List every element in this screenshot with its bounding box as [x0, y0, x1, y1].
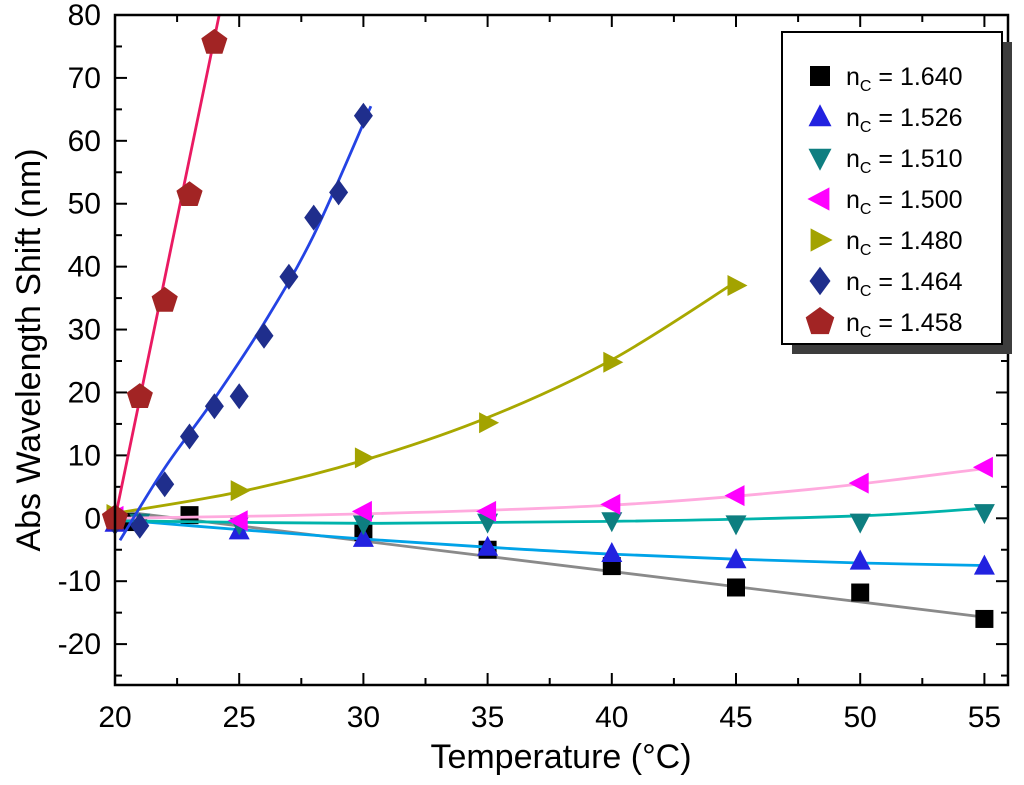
y-tick-label: -10: [58, 565, 101, 598]
series-nc-1.480: [106, 275, 748, 525]
data-point: [727, 578, 746, 597]
y-tick-label: 40: [68, 251, 101, 284]
legend-marker: [809, 266, 831, 296]
series-nc-1.464: [105, 102, 373, 542]
data-point: [727, 275, 748, 296]
y-axis-title: Abs Wavelength Shift (nm): [10, 148, 48, 551]
legend: nC = 1.640 nC = 1.526 nC = 1.510 nC = 1.500…: [781, 31, 1012, 354]
legend-item-nc-1.458: nC = 1.458: [805, 307, 963, 341]
data-point: [601, 512, 623, 533]
legend-item-nc-1.526: nC = 1.526: [808, 104, 963, 136]
data-point: [227, 510, 248, 532]
y-tick-label: 30: [68, 314, 101, 347]
y-tick-label: 20: [68, 376, 101, 409]
legend-label: nC = 1.458: [846, 309, 963, 341]
data-point: [479, 412, 500, 434]
plot-area: 20 25 30 35 40 45 50 55 -20 -10 0 10 20 30 40 50 60 70 80 n…: [58, 0, 1012, 734]
data-point: [851, 583, 870, 602]
data-point: [354, 447, 375, 469]
data-point: [973, 504, 995, 525]
x-tick-label: 50: [844, 701, 877, 734]
y-tick-label: -20: [58, 628, 101, 661]
y-tick-label: 50: [68, 188, 101, 221]
data-point: [180, 506, 199, 525]
data-point: [351, 500, 372, 522]
data-point: [476, 500, 497, 522]
data-point: [725, 548, 747, 569]
data-point: [151, 286, 178, 312]
fit-line: [115, 506, 985, 525]
legend-marker: [808, 148, 832, 171]
data-point: [304, 204, 324, 231]
legend-item-nc-1.464: nC = 1.464: [809, 266, 963, 300]
data-point: [603, 351, 624, 373]
data-point: [204, 393, 224, 420]
legend-marker: [805, 307, 835, 335]
x-tick-label: 35: [471, 701, 504, 734]
y-tick-label: 0: [84, 502, 101, 535]
data-point: [973, 554, 995, 575]
tick-labels: 20 25 30 35 40 45 50 55 -20 -10 0 10 20 30 40 50 60 70 80: [58, 0, 1001, 734]
x-tick-label: 25: [223, 701, 256, 734]
data-point: [600, 493, 621, 515]
legend-marker: [810, 228, 833, 252]
data-point: [329, 179, 349, 206]
fit-line: [115, 15, 221, 526]
y-tick-label: 70: [68, 62, 101, 95]
data-point: [725, 515, 747, 536]
data-point: [155, 471, 175, 498]
legend-marker: [808, 104, 832, 127]
legend-item-nc-1.640: nC = 1.640: [810, 63, 963, 95]
data-point: [201, 28, 228, 54]
data-point: [352, 515, 374, 536]
data-point: [180, 423, 199, 450]
legend-label: nC = 1.464: [846, 268, 963, 300]
data-point: [477, 535, 499, 556]
legend-label: nC = 1.526: [846, 104, 963, 136]
legend-item-nc-1.500: nC = 1.500: [807, 186, 963, 218]
data-point: [353, 102, 373, 129]
y-tick-label: 10: [68, 439, 101, 472]
series-nc-1.458: [101, 15, 228, 530]
legend-label: nC = 1.480: [846, 227, 963, 259]
y-tick-label: 80: [68, 0, 101, 32]
legend-marker: [810, 66, 830, 86]
data-point: [352, 526, 374, 547]
legend-item-nc-1.480: nC = 1.480: [810, 227, 963, 259]
legend-label: nC = 1.640: [846, 63, 963, 95]
x-tick-label: 55: [968, 701, 1001, 734]
data-point: [230, 480, 251, 502]
data-point: [849, 549, 871, 570]
data-point: [972, 456, 993, 478]
fit-line: [118, 105, 373, 542]
data-point: [601, 542, 623, 562]
data-point: [975, 609, 994, 628]
data-point: [126, 383, 153, 408]
fit-line: [115, 280, 737, 515]
fit-line: [115, 467, 985, 520]
legend-label: nC = 1.500: [846, 186, 963, 218]
legend-marker: [807, 187, 830, 211]
data-point: [254, 322, 274, 349]
legend-item-nc-1.510: nC = 1.510: [808, 145, 963, 177]
data-point: [724, 485, 745, 507]
x-tick-label: 45: [719, 701, 752, 734]
data-point: [130, 512, 150, 539]
x-tick-label: 20: [98, 701, 131, 734]
x-tick-label: 30: [347, 701, 380, 734]
x-axis-title: Temperature (°C): [430, 738, 691, 776]
data-point: [279, 263, 299, 290]
data-point: [848, 472, 869, 494]
data-point: [229, 383, 249, 410]
data-point: [849, 513, 871, 534]
fit-line: [115, 509, 985, 619]
y-tick-label: 60: [68, 125, 101, 158]
fit-line: [115, 518, 985, 567]
legend-label: nC = 1.510: [846, 145, 963, 177]
x-tick-label: 40: [595, 701, 628, 734]
data-point: [176, 181, 203, 206]
